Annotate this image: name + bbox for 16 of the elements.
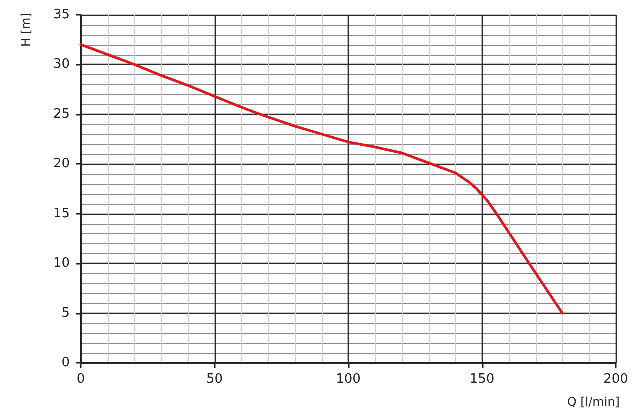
y-tick-label: 15 <box>53 206 70 222</box>
x-axis-title: Q [l/min] <box>567 395 620 409</box>
y-axis-title: H [m] <box>19 13 33 47</box>
line-series <box>80 44 564 315</box>
y-tick-label: 20 <box>53 156 70 172</box>
y-tick-label: 35 <box>53 8 70 22</box>
x-tick-label: 100 <box>336 372 361 387</box>
x-tick-label: 50 <box>206 372 224 387</box>
x-tick-label: 0 <box>76 372 86 387</box>
x-tick-label: 200 <box>604 372 628 387</box>
y-tick-label: 0 <box>62 356 70 370</box>
y-tick-label: 30 <box>53 57 70 72</box>
y-tick-label: 25 <box>53 106 70 122</box>
x-tick-label: 150 <box>470 372 495 387</box>
y-tick-label: 5 <box>62 306 70 321</box>
y-tick-label: 10 <box>53 256 70 272</box>
